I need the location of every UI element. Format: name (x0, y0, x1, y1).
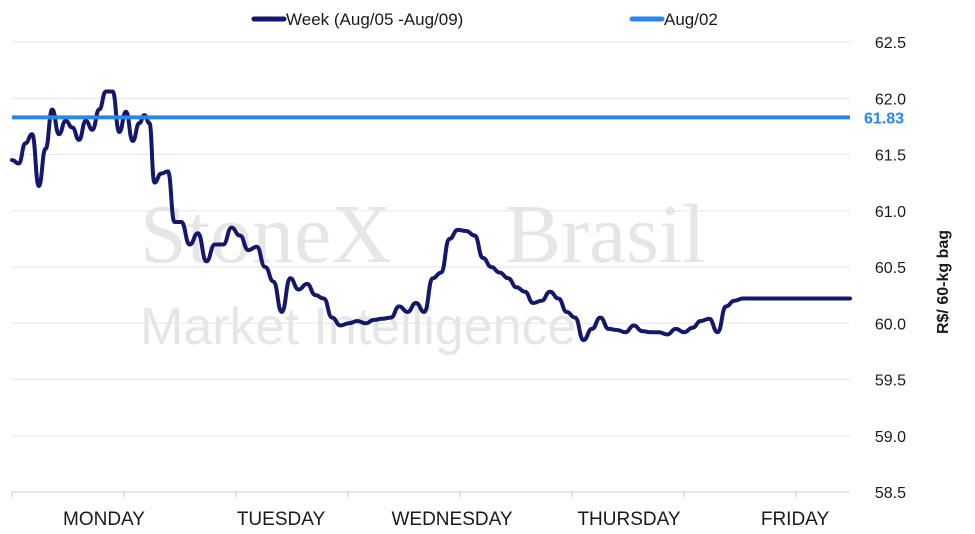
series-lines: 61.83 (10, 89, 904, 343)
legend-entry: Aug/02 (664, 10, 718, 29)
y-tick-label: 61.0 (875, 204, 906, 221)
watermark: StoneX Brasil Market Intelligence (140, 188, 706, 356)
y-tick-label: 62.5 (875, 35, 906, 52)
legend-entry: Week (Aug/05 -Aug/09) (286, 10, 463, 29)
x-tick-label: THURSDAY (577, 509, 680, 530)
y-tick-label: 60.5 (875, 260, 906, 277)
y-tick-label: 59.0 (875, 429, 906, 446)
series-line-week (10, 89, 852, 343)
reference-value-label: 61.83 (864, 110, 904, 127)
gridlines (12, 41, 850, 493)
watermark-tagline: Market Intelligence (140, 298, 576, 356)
x-tick-label: MONDAY (63, 509, 145, 530)
y-axis-ticks: 58.5 59.0 59.5 60.0 60.5 61.0 61.5 62.0 62.5 (875, 35, 906, 502)
legend: Week (Aug/05 -Aug/09) Aug/02 (251, 10, 718, 29)
y-axis-label: R$/ 60-kg bag (935, 230, 952, 334)
y-tick-label: 59.5 (875, 373, 906, 390)
x-tick-label: FRIDAY (761, 509, 830, 530)
x-axis: MONDAY TUESDAY WEDNESDAY THURSDAY FRIDAY (11, 491, 850, 530)
y-tick-label: 60.0 (875, 316, 906, 333)
y-tick-label: 61.5 (875, 148, 906, 165)
watermark-brand-suffix: Brasil (505, 188, 706, 281)
y-tick-label: 62.0 (875, 91, 906, 108)
x-tick-label: WEDNESDAY (391, 509, 512, 530)
x-tick-label: TUESDAY (237, 509, 326, 530)
y-tick-label: 58.5 (875, 485, 906, 502)
